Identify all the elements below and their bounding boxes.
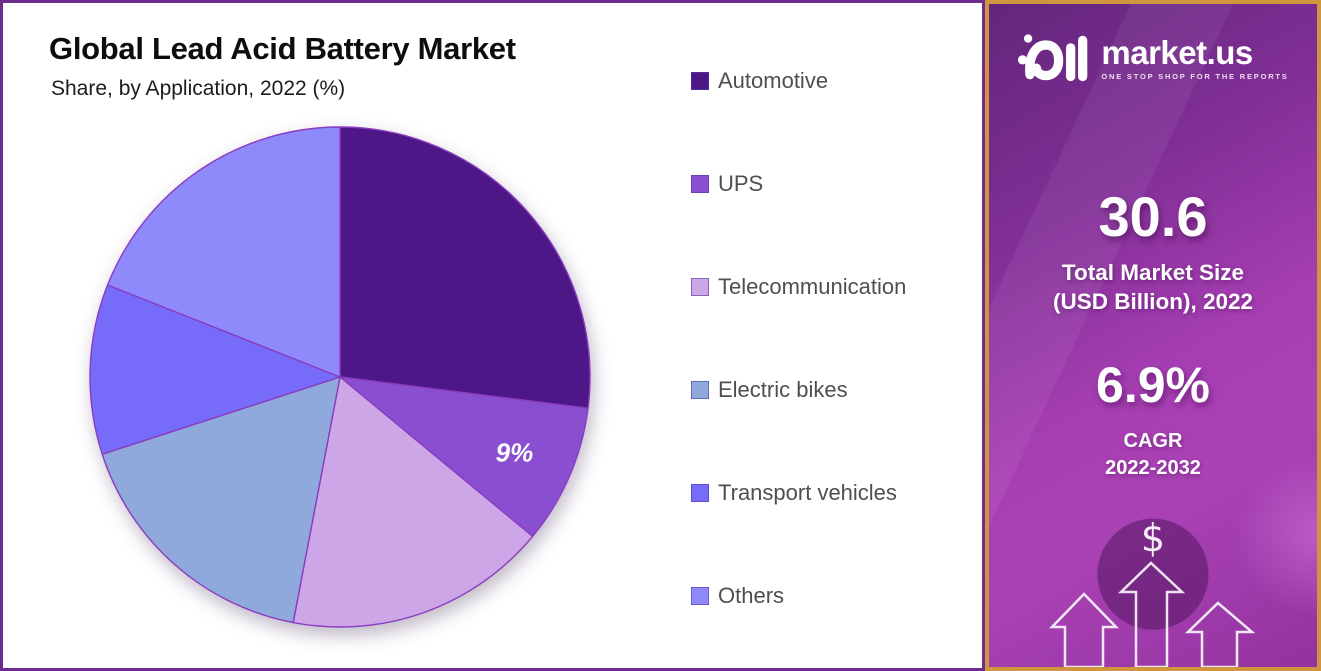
legend-label-transport-vehicles: Transport vehicles — [718, 480, 897, 505]
stat-cagr-caption: CAGR 2022-2032 — [989, 428, 1317, 482]
legend-swatch-electric-bikes — [691, 381, 709, 399]
legend-label-ups: UPS — [718, 171, 764, 196]
pie-slice-others — [106, 126, 341, 378]
pie-slice-telecommunication — [292, 376, 534, 628]
legend-swatch-telecommunication — [691, 278, 709, 296]
legend-item-others: Others — [691, 583, 906, 608]
legend-swatch-ups — [691, 175, 709, 193]
legend-swatch-transport-vehicles — [691, 484, 709, 502]
pie-slice-ups — [339, 376, 589, 538]
stat-market-size-caption: Total Market Size (USD Billion), 2022 — [989, 258, 1317, 316]
legend-item-automotive: Automotive — [691, 68, 906, 93]
dollar-icon: $ — [1140, 516, 1166, 560]
slice-data-label: 9% — [496, 438, 534, 468]
stat-market-size-caption-line1: Total Market Size — [1061, 260, 1245, 285]
growth-arrows-icon — [1049, 561, 1256, 667]
legend-item-telecommunication: Telecommunication — [691, 274, 907, 299]
chart-subtitle: Share, by Application, 2022 (%) — [51, 77, 346, 100]
stat-cagr-value: 6.9% — [1096, 357, 1210, 413]
stat-market-size-caption-line2: (USD Billion), 2022 — [1052, 289, 1254, 314]
chart-panel: Global Lead Acid Battery Market Share, b… — [0, 0, 985, 671]
legend-swatch-automotive — [691, 72, 709, 90]
legend-label-automotive: Automotive — [718, 68, 829, 93]
pie-slice-transport-vehicles — [89, 284, 341, 455]
brand-tagline: ONE STOP SHOP FOR THE REPORTS — [1101, 71, 1289, 81]
pie-slice-electric-bikes — [101, 376, 341, 624]
legend-swatch-others — [691, 587, 709, 605]
legend-item-ups: UPS — [691, 171, 906, 196]
legend-label-others: Others — [718, 583, 785, 608]
legend-label-electric-bikes: Electric bikes — [718, 377, 848, 402]
brand-logo: market.us ONE STOP SHOP FOR THE REPORTS — [989, 30, 1317, 86]
pie-chart: 9% — [89, 126, 591, 628]
chart-title: Global Lead Acid Battery Market — [49, 31, 516, 66]
brand-sidebar: market.us ONE STOP SHOP FOR THE REPORTS … — [985, 0, 1321, 671]
legend: Automotive UPS Telecommunication Electric b… — [691, 68, 907, 671]
brand-name: market.us — [1101, 33, 1253, 71]
brand-text: market.us ONE STOP SHOP FOR THE REPORTS — [1101, 36, 1288, 81]
pie-slice-automotive — [339, 126, 591, 410]
stat-cagr-caption-line2: 2022-2032 — [1105, 457, 1201, 479]
stat-cagr-caption-line1: CAGR — [1123, 430, 1183, 452]
stat-market-size-value: 30.6 — [1098, 185, 1208, 248]
legend-item-electric-bikes: Electric bikes — [691, 377, 906, 402]
legend-item-transport-vehicles: Transport vehicles — [691, 480, 906, 505]
marketus-logo-icon — [1018, 34, 1088, 82]
legend-label-telecommunication: Telecommunication — [718, 274, 907, 299]
